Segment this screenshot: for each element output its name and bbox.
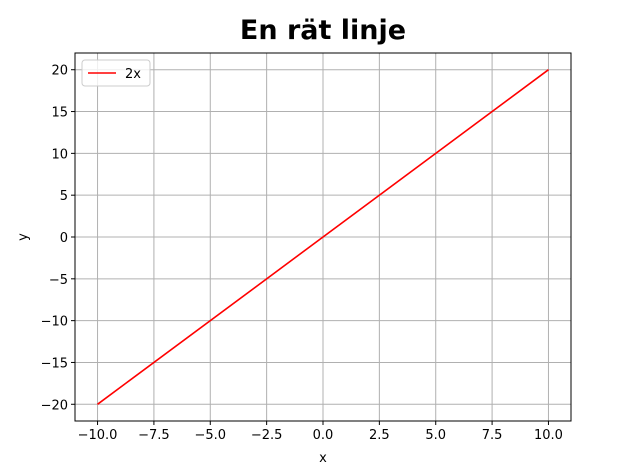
y-tick-label: −15	[41, 356, 68, 371]
series-line-2x	[97, 69, 549, 405]
y-tick-label: 20	[51, 64, 68, 79]
y-tick-label: 0	[60, 231, 68, 246]
x-tick-label: 0.0	[313, 428, 334, 443]
x-axis-ticks: −10.0 −7.5 −5.0 −2.5 0.0 2.5 5.0 7.5 10.0	[78, 421, 563, 443]
x-tick-label: −2.5	[251, 428, 283, 443]
legend-label: 2x	[125, 67, 141, 82]
x-tick-label: 10.0	[534, 428, 563, 443]
x-tick-label: −5.0	[194, 428, 226, 443]
series-layer	[97, 69, 549, 405]
y-tick-label: −5	[49, 273, 68, 288]
y-tick-label: −20	[41, 398, 68, 413]
y-axis-ticks: −20 −15 −10 −5 0 5 10 15 20	[41, 64, 75, 413]
x-tick-label: 2.5	[369, 428, 390, 443]
y-tick-label: 15	[51, 106, 68, 121]
x-tick-label: −7.5	[138, 428, 170, 443]
x-tick-label: 7.5	[482, 428, 503, 443]
y-tick-label: 10	[51, 147, 68, 162]
y-tick-label: −10	[41, 315, 68, 330]
legend: 2x	[81, 59, 151, 87]
y-axis-label: y	[16, 233, 31, 241]
x-axis-label: x	[319, 451, 327, 466]
x-tick-label: 5.0	[425, 428, 446, 443]
y-tick-label: 5	[60, 189, 68, 204]
x-tick-label: −10.0	[78, 428, 118, 443]
chart-title: En rät linje	[240, 15, 406, 46]
